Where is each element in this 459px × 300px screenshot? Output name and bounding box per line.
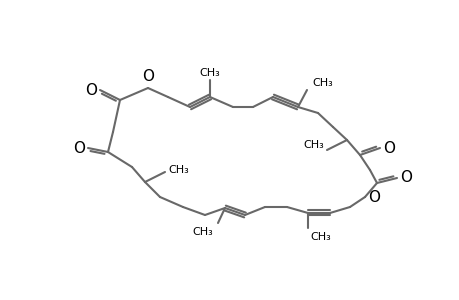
- Text: O: O: [399, 170, 411, 185]
- Text: CH₃: CH₃: [199, 68, 220, 78]
- Text: CH₃: CH₃: [168, 165, 188, 175]
- Text: CH₃: CH₃: [192, 227, 213, 237]
- Text: O: O: [382, 140, 394, 155]
- Text: CH₃: CH₃: [302, 140, 323, 150]
- Text: CH₃: CH₃: [309, 232, 330, 242]
- Text: O: O: [73, 140, 85, 155]
- Text: CH₃: CH₃: [311, 78, 332, 88]
- Text: O: O: [85, 82, 97, 98]
- Text: O: O: [367, 190, 379, 205]
- Text: O: O: [142, 69, 154, 84]
